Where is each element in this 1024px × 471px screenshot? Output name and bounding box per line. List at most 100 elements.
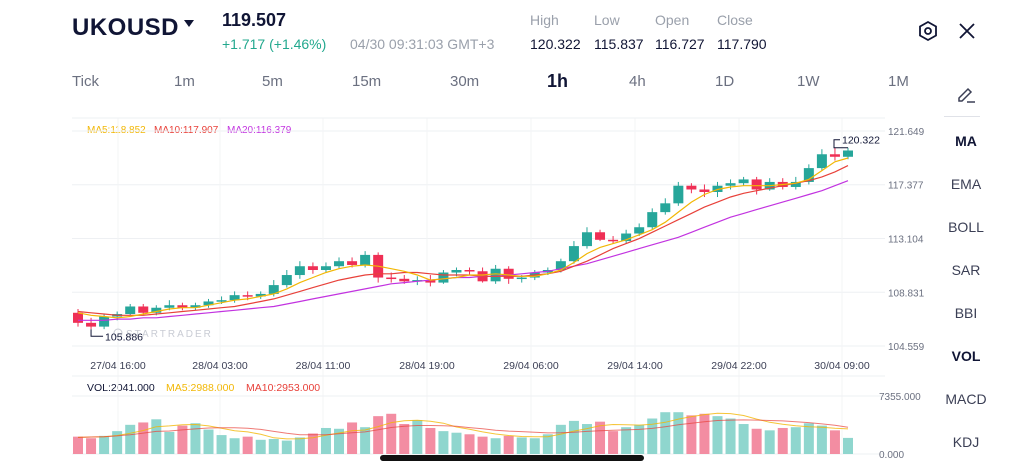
candle-body	[451, 270, 462, 273]
candle-body	[634, 227, 645, 234]
settings-icon[interactable]	[917, 20, 939, 42]
candle	[294, 261, 305, 279]
candle	[334, 257, 345, 269]
volume-bar	[568, 420, 579, 454]
candle-body	[438, 272, 449, 283]
indicator-kdj[interactable]: KDJ	[952, 434, 980, 450]
volume-bar	[86, 438, 97, 454]
watermark: STARTRADER	[113, 328, 211, 340]
volume-bar	[803, 423, 814, 454]
candle-body	[686, 185, 697, 190]
candle	[125, 303, 136, 316]
indicator-ema[interactable]: EMA	[950, 176, 982, 192]
candle-body	[595, 232, 606, 240]
volume-bar	[112, 431, 123, 454]
volume-bar	[621, 427, 632, 454]
indicator-boll[interactable]: BOLL	[948, 219, 984, 235]
candle-body	[347, 261, 358, 265]
candle-body	[751, 179, 762, 190]
candle	[738, 176, 749, 186]
volume-bar	[634, 424, 645, 454]
max-marker-line	[833, 139, 848, 149]
tab-tick[interactable]: Tick	[72, 73, 99, 90]
volume-bar	[320, 427, 331, 454]
symbol-title[interactable]: UKOUSD	[72, 14, 180, 41]
tab-4h[interactable]: 4h	[629, 73, 646, 90]
side-divider	[944, 116, 980, 117]
stat-low-label: Low	[594, 12, 620, 28]
tab-5m[interactable]: 5m	[262, 73, 283, 90]
candle-body	[555, 261, 566, 271]
candle-body	[360, 254, 371, 265]
volume-bar	[360, 427, 371, 454]
candle-body	[177, 305, 188, 308]
candle-body	[99, 316, 110, 327]
indicator-sar[interactable]: SAR	[951, 262, 981, 278]
volume-bar	[790, 427, 801, 454]
volume-bar	[477, 436, 488, 454]
close-icon[interactable]	[957, 21, 977, 41]
volume-bar	[386, 413, 397, 454]
volume-bar	[764, 430, 775, 454]
candle-body	[281, 275, 292, 286]
candle	[438, 270, 449, 284]
candle-body	[399, 278, 410, 282]
volume-bar	[281, 440, 292, 454]
ma20-line	[78, 180, 849, 321]
candle	[203, 298, 214, 308]
candle	[373, 252, 384, 283]
candle-body	[738, 179, 749, 184]
tab-30m[interactable]: 30m	[450, 73, 480, 90]
candle-body	[203, 301, 214, 306]
volume-bar	[542, 434, 553, 454]
volume-bar	[177, 425, 188, 454]
ma5-line	[77, 157, 849, 319]
tab-1m[interactable]: 1m	[174, 73, 195, 90]
indicator-macd[interactable]: MACD	[945, 391, 987, 407]
candle	[673, 181, 684, 206]
volume-bar	[777, 427, 788, 454]
candle-body	[229, 295, 240, 301]
candle-body	[803, 168, 814, 182]
volume-bar	[373, 416, 384, 454]
stat-close-value: 117.790	[717, 36, 767, 52]
indicator-vol[interactable]: VOL	[951, 348, 981, 364]
draw-tool-icon[interactable]	[955, 84, 977, 104]
volume-bar	[399, 424, 410, 454]
tab-1h[interactable]: 1h	[547, 71, 569, 91]
candle-body	[386, 277, 397, 280]
time-axis-label: 28/04 11:00	[296, 360, 351, 372]
candle-body	[647, 212, 658, 228]
tab-1d[interactable]: 1D	[715, 73, 735, 90]
candle-body	[307, 266, 318, 271]
indicator-ma[interactable]: MA	[955, 133, 977, 149]
volume-bar	[673, 412, 684, 454]
candle-body	[568, 246, 579, 262]
tab-15m[interactable]: 15m	[352, 73, 382, 90]
tab-1mo[interactable]: 1M	[888, 73, 909, 90]
price-axis-label: 117.377	[888, 181, 924, 192]
time-axis-label: 27/04 16:00	[90, 360, 146, 372]
candle-body	[712, 185, 723, 193]
volume-ma5-line	[77, 412, 849, 440]
candle	[281, 270, 292, 288]
max-marker-label: 120.322	[842, 135, 880, 147]
candle	[229, 291, 240, 303]
min-marker-line	[90, 329, 104, 337]
volume-bar	[216, 435, 227, 454]
tab-1w[interactable]: 1W	[797, 73, 820, 90]
price-axis-label: 104.559	[888, 342, 925, 353]
symbol-dropdown-icon[interactable]	[184, 20, 194, 27]
volume-bar	[334, 428, 345, 454]
candle	[464, 267, 475, 276]
home-indicator[interactable]	[380, 455, 644, 461]
volume-bar	[516, 437, 527, 454]
indicator-bbi[interactable]: BBI	[954, 305, 978, 321]
vol-ma5-legend: MA5:2988.000	[166, 382, 235, 394]
candle	[816, 149, 827, 171]
time-axis-label: 29/04 14:00	[607, 360, 663, 372]
candle	[843, 147, 853, 160]
volume-bar	[816, 425, 827, 454]
candle-body	[425, 280, 436, 283]
